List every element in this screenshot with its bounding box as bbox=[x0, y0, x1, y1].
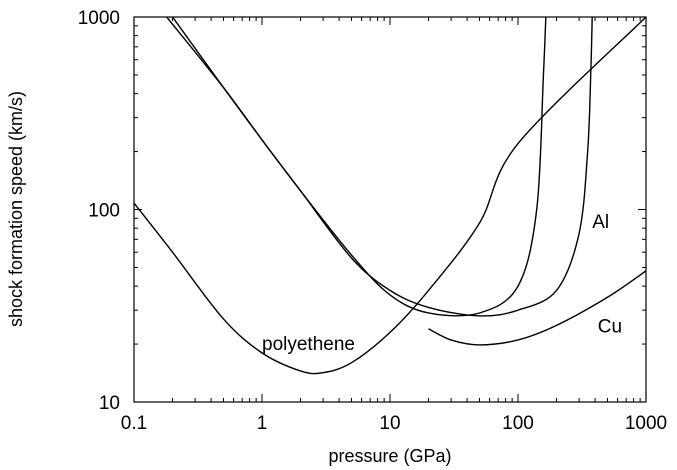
series-line-al bbox=[166, 17, 547, 317]
y-tick-label: 100 bbox=[88, 201, 120, 222]
x-tick-label: 100 bbox=[502, 413, 534, 434]
y-tick-label: 1000 bbox=[78, 8, 120, 29]
annotation-al: Al bbox=[592, 212, 609, 233]
plot-frame bbox=[133, 16, 647, 403]
annotation-cu: Cu bbox=[598, 316, 622, 337]
annotation-polyethene: polyethene bbox=[262, 334, 355, 355]
x-tick-label: 10 bbox=[379, 413, 400, 434]
series-group bbox=[134, 17, 646, 375]
tick-group: 0.1 1 10 100 1000 10 100 1000 bbox=[78, 8, 667, 434]
x-tick-label: 1000 bbox=[625, 413, 667, 434]
x-axis-title: pressure (GPa) bbox=[328, 446, 451, 466]
series-line-polyethene bbox=[134, 17, 646, 375]
annotation-group: polyethene Al Cu bbox=[262, 212, 622, 355]
x-tick-label: 1 bbox=[257, 413, 268, 434]
y-axis-title: shock formation speed (km/s) bbox=[6, 91, 26, 327]
series-line-cu bbox=[171, 17, 593, 317]
series-line-3 bbox=[428, 270, 646, 346]
y-tick-label: 10 bbox=[99, 393, 120, 414]
x-tick-label: 0.1 bbox=[121, 413, 147, 434]
